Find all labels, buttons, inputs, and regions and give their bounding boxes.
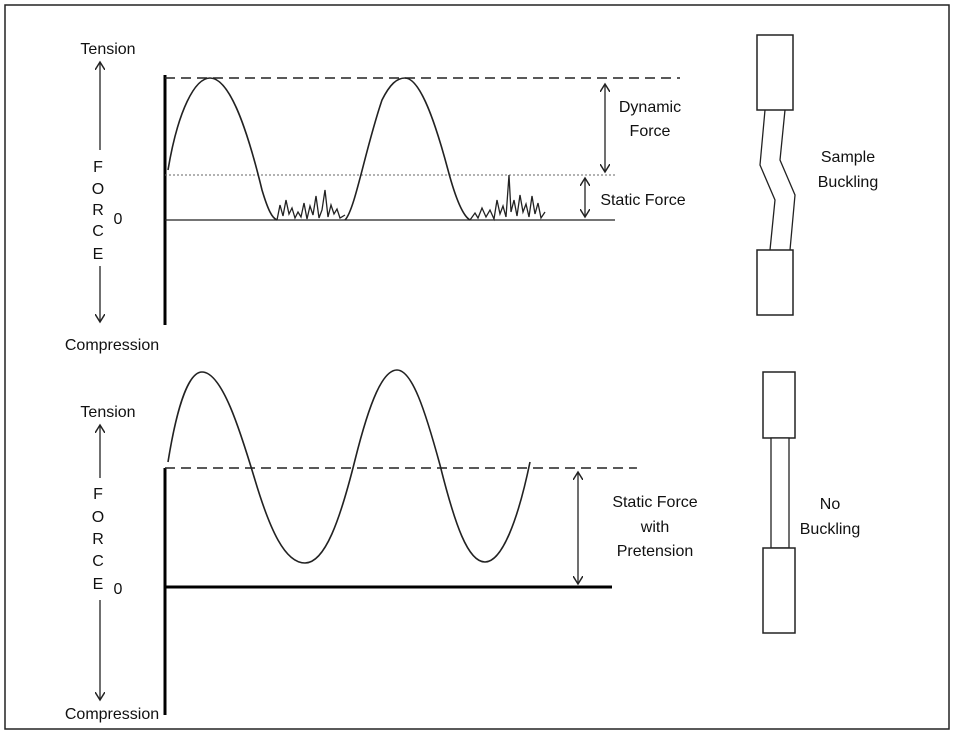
sample-body xyxy=(760,110,795,250)
axis-letter: E xyxy=(93,246,104,263)
annotation: Static Force xyxy=(600,192,685,209)
axis-letter: C xyxy=(92,223,104,240)
sample-grip xyxy=(763,548,795,633)
annotation: Force xyxy=(630,123,671,140)
axis-letter: R xyxy=(92,202,104,219)
annotation: Dynamic xyxy=(619,99,681,116)
axis-top-label: Tension xyxy=(80,41,135,58)
force-wave xyxy=(168,370,530,563)
annotation: Pretension xyxy=(617,543,694,560)
sample-label: Sample xyxy=(821,149,875,166)
axis-letter: R xyxy=(92,531,104,548)
zero-label: 0 xyxy=(114,211,123,228)
sample-grip xyxy=(763,372,795,438)
zero-label: 0 xyxy=(114,581,123,598)
diagram: Tension F O R C E 0 Compression Dynamic … xyxy=(0,0,958,735)
sample-label: Buckling xyxy=(800,521,860,538)
sample-label: Buckling xyxy=(818,174,878,191)
sample-grip xyxy=(757,35,793,110)
sample-label: No xyxy=(820,496,841,513)
annotation: Static Force xyxy=(612,494,697,511)
axis-bottom-label: Compression xyxy=(65,706,159,723)
axis-letter: F xyxy=(93,486,103,503)
axis-letter: O xyxy=(92,509,104,526)
sample-body xyxy=(771,438,789,548)
frame xyxy=(5,5,949,729)
buckling-noise xyxy=(277,190,345,220)
axis-letter: F xyxy=(93,159,103,176)
top-panel: Tension F O R C E 0 Compression Dynamic … xyxy=(65,35,878,354)
axis-letter: C xyxy=(92,553,104,570)
annotation: with xyxy=(640,519,669,536)
sample-grip xyxy=(757,250,793,315)
bottom-panel: Tension F O R C E 0 Compression Static F… xyxy=(65,370,860,723)
force-wave xyxy=(168,78,470,220)
buckling-noise xyxy=(470,175,545,220)
axis-top-label: Tension xyxy=(80,404,135,421)
axis-bottom-label: Compression xyxy=(65,337,159,354)
axis-letter: O xyxy=(92,181,104,198)
axis-letter: E xyxy=(93,576,104,593)
